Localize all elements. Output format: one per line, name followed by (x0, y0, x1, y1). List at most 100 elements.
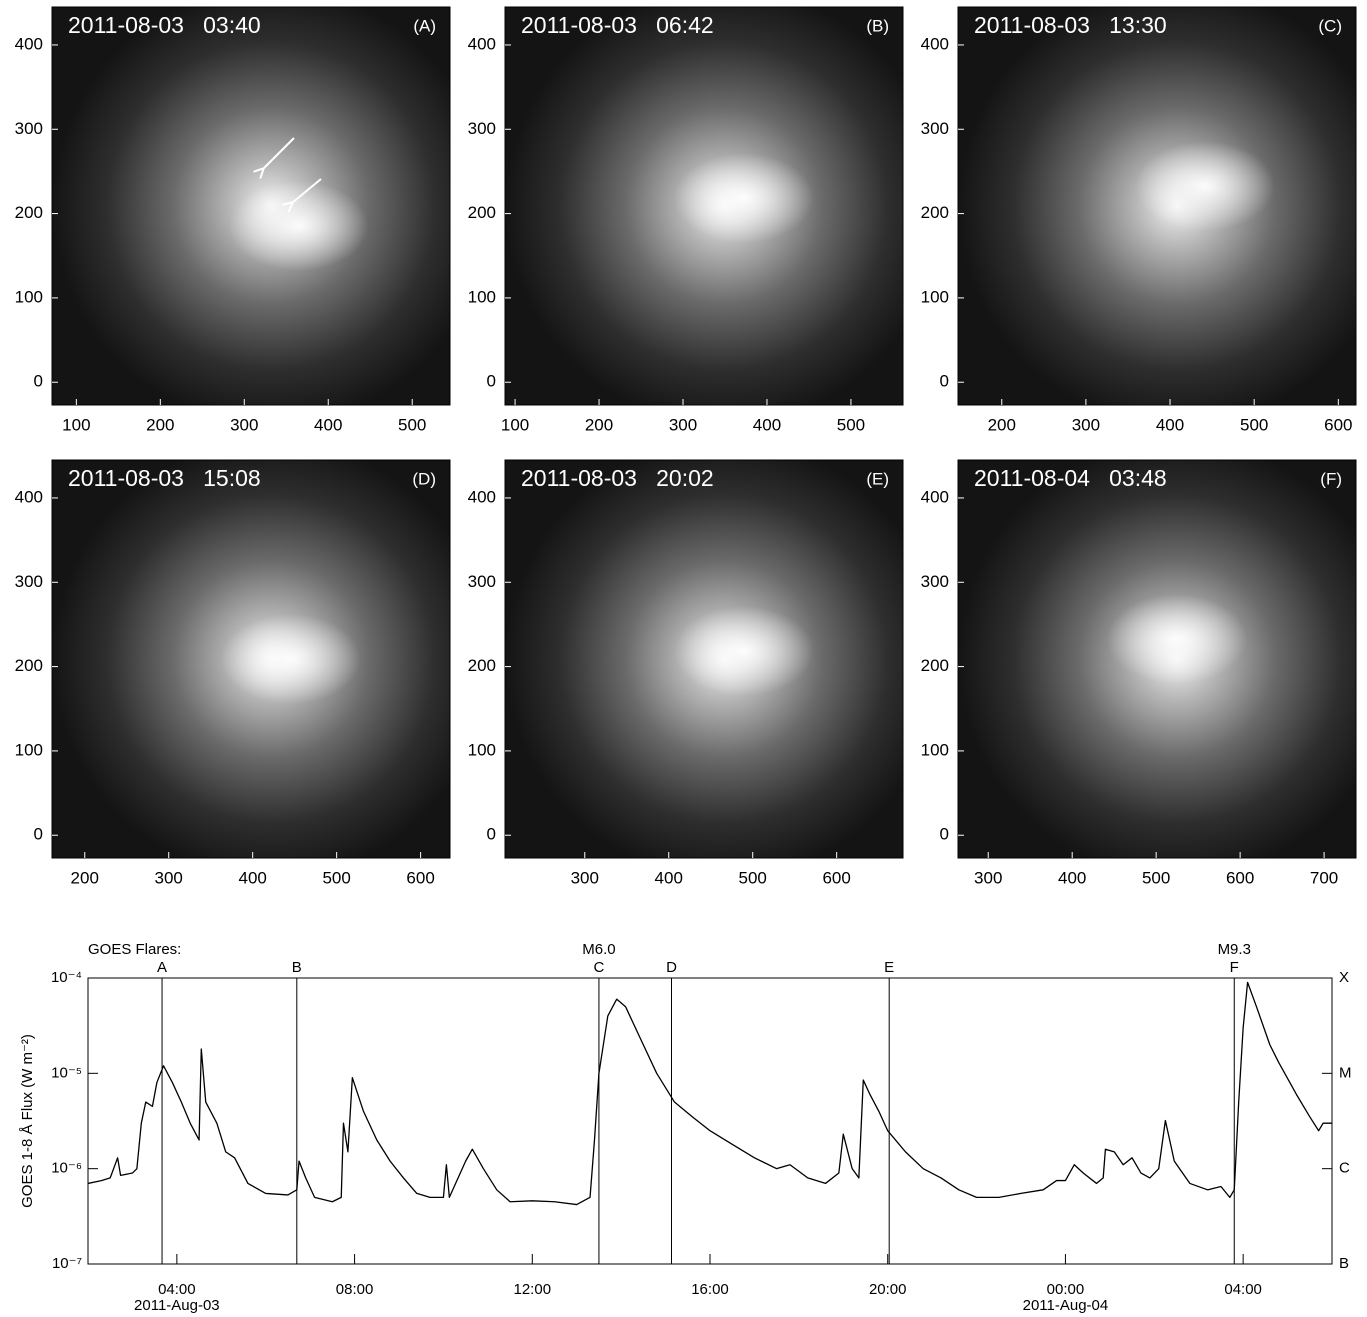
y-tick-label: 200 (921, 203, 949, 222)
panel-frame (957, 459, 1357, 859)
y-tick-label: 400 (15, 487, 43, 506)
y-tick-label: 300 (921, 119, 949, 138)
x-tick-label: 16:00 (691, 1281, 729, 1298)
plot-frame (87, 977, 1333, 1265)
x-tick-label: 200 (988, 415, 1016, 434)
y-tick-label: 0 (487, 372, 496, 391)
y-tick-label: 0 (487, 825, 496, 844)
bright-region (673, 606, 814, 697)
y-tick-label: 300 (468, 119, 496, 138)
x-tick-label: 600 (1226, 868, 1254, 887)
x-tick-label: 08:00 (336, 1281, 374, 1298)
x-tick-label: 200 (71, 868, 99, 887)
x-tick-label: 04:00 (1224, 1281, 1262, 1298)
y-tick-label: 100 (468, 287, 496, 306)
goes-plot: 10⁻⁷ 10⁻⁶ 10⁻⁵ 10⁻⁴ B C M X 04:00 08:00 12:00 16:00… (19, 941, 1352, 1314)
y-tick-label: 100 (921, 740, 949, 759)
y-tick-label: 10⁻⁵ (51, 1064, 82, 1081)
panel-label: (F) (1320, 469, 1342, 488)
panel-frame (957, 6, 1357, 406)
x-tick-label: 300 (155, 868, 183, 887)
y-tick-label: 10⁻⁴ (51, 969, 82, 986)
bright-region (228, 180, 369, 271)
panel-title: 2011-08-03 03:40 (68, 12, 261, 38)
bright-region (673, 153, 814, 244)
x-tick-label: 200 (585, 415, 613, 434)
events-title: GOES Flares: (88, 941, 181, 958)
x-tick-label: 20:00 (869, 1281, 907, 1298)
x-tick-label: 300 (974, 868, 1002, 887)
y-tick-label: 200 (468, 656, 496, 675)
y-tick-label: 0 (940, 372, 949, 391)
date-label: 2011-Aug-03 (134, 1297, 220, 1314)
bright-region (1106, 594, 1247, 685)
image-panels: 100 200 300 400 500 0 100 200 300 400 2011-08-03 0… (15, 6, 1357, 887)
x-tick-label: 400 (1058, 868, 1086, 887)
x-tick-label: 12:00 (514, 1281, 552, 1298)
panel-title: 2011-08-03 15:08 (68, 465, 261, 491)
y-tick-label: 300 (15, 119, 43, 138)
panel-frame (504, 459, 904, 859)
panel-title: 2011-08-04 03:48 (974, 465, 1167, 491)
y-tick-label: 400 (468, 487, 496, 506)
flux-line (87, 981, 1332, 1206)
x-tick-label: 500 (837, 415, 865, 434)
y-tick-label: 100 (921, 287, 949, 306)
x-tick-label: 04:00 (158, 1281, 196, 1298)
y-tick-label: 100 (15, 287, 43, 306)
x-tick-label: 400 (753, 415, 781, 434)
y2-tick-label: C (1339, 1160, 1350, 1177)
bright-region (1134, 141, 1275, 232)
panel-frame (51, 6, 451, 406)
x-tick-label: 600 (1324, 415, 1352, 434)
date-label: 2011-Aug-04 (1023, 1297, 1109, 1314)
x-tick-label: 300 (669, 415, 697, 434)
y-tick-label: 200 (15, 656, 43, 675)
x-tick-label: 100 (501, 415, 529, 434)
event-label: F (1230, 959, 1239, 976)
x-tick-label: 300 (230, 415, 258, 434)
x-tick-label: 100 (62, 415, 90, 434)
y2-tick-label: X (1339, 969, 1349, 986)
y-tick-label: 0 (34, 372, 43, 391)
y-tick-label: 400 (921, 487, 949, 506)
panel-label: (A) (413, 16, 436, 35)
y-tick-label: 300 (15, 572, 43, 591)
x-tick-label: 400 (1156, 415, 1184, 434)
panel-frame (504, 6, 904, 406)
y2-tick-label: B (1339, 1255, 1349, 1272)
x-tick-label: 500 (1142, 868, 1170, 887)
y-tick-label: 10⁻⁷ (52, 1255, 82, 1272)
y2-tick-label: M (1339, 1064, 1352, 1081)
y-tick-label: 200 (921, 656, 949, 675)
x-tick-label: 300 (571, 868, 599, 887)
x-tick-label: 400 (314, 415, 342, 434)
panel-title: 2011-08-03 13:30 (974, 12, 1167, 38)
y-tick-label: 10⁻⁶ (51, 1160, 82, 1177)
y-tick-label: 400 (468, 34, 496, 53)
y-tick-label: 0 (34, 825, 43, 844)
y-tick-label: 300 (921, 572, 949, 591)
y-tick-label: 100 (15, 740, 43, 759)
bright-region (220, 614, 361, 704)
flare-class: M9.3 (1218, 941, 1251, 958)
x-tick-label: 600 (406, 868, 434, 887)
arrows (263, 137, 322, 203)
x-tick-label: 500 (739, 868, 767, 887)
y-tick-label: 200 (15, 203, 43, 222)
arrow (263, 137, 295, 169)
y-tick-label: 400 (921, 34, 949, 53)
y-tick-label: 100 (468, 740, 496, 759)
x-tick-label: 200 (146, 415, 174, 434)
panel-label: (C) (1318, 16, 1342, 35)
event-label: C (594, 959, 605, 976)
arrow (292, 178, 322, 203)
x-tick-label: 500 (1240, 415, 1268, 434)
x-tick-label: 300 (1072, 415, 1100, 434)
panel-label: (B) (866, 16, 889, 35)
x-tick-label: 400 (238, 868, 266, 887)
y-tick-label: 400 (15, 34, 43, 53)
panel-title: 2011-08-03 06:42 (521, 12, 714, 38)
event-label: A (157, 959, 167, 976)
